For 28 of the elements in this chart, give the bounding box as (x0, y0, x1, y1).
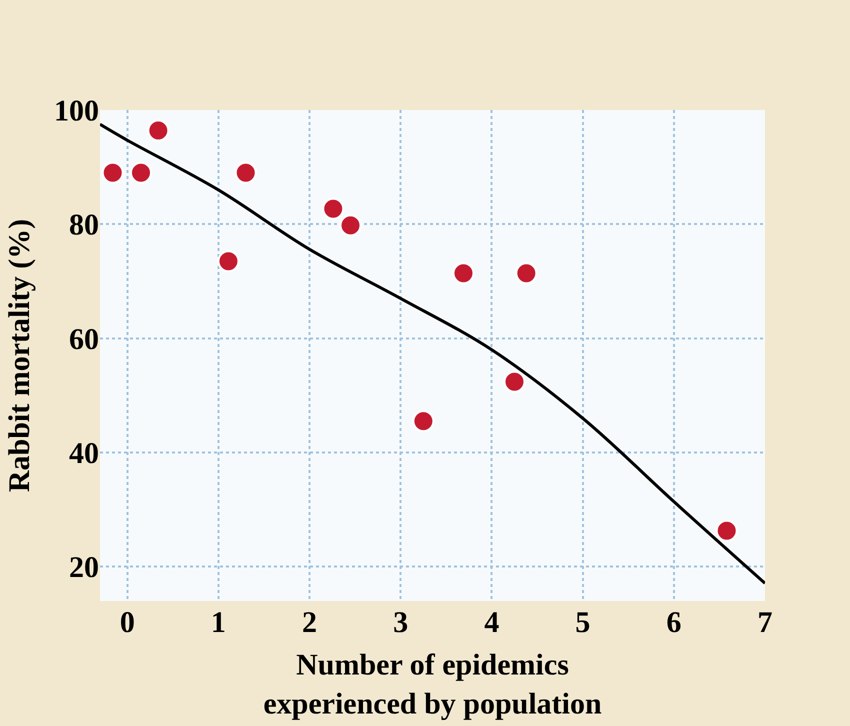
y-tick-label: 80 (69, 208, 99, 242)
point (340, 214, 362, 236)
y-axis-title: Rabbit mortality (%) (3, 218, 36, 492)
point (147, 120, 170, 142)
x-tick-label: 4 (484, 606, 500, 639)
y-tick-label: 40 (69, 437, 99, 470)
x-tick-label: 5 (575, 606, 590, 639)
x-tick-label: 2 (302, 606, 318, 639)
x-tick-label: 1 (210, 606, 226, 639)
point (716, 520, 738, 542)
point (322, 198, 344, 220)
line-series (100, 122, 765, 585)
point (452, 262, 474, 284)
y-tick-label: 60 (69, 322, 99, 356)
point (234, 162, 257, 184)
point (412, 410, 434, 432)
point (217, 250, 240, 272)
point (515, 262, 538, 284)
point (102, 162, 124, 184)
x-tick-label: 3 (393, 606, 408, 639)
y-tick-label: 100 (54, 94, 99, 128)
point (504, 370, 526, 393)
y-tick-label: 20 (69, 551, 99, 584)
x-tick-label: 0 (120, 606, 135, 639)
x-axis-title: Number of epidemics experienced by population (263, 648, 602, 720)
x-tick-label: 6 (666, 606, 682, 639)
x-tick-label: 7 (758, 606, 772, 639)
point (130, 162, 152, 184)
